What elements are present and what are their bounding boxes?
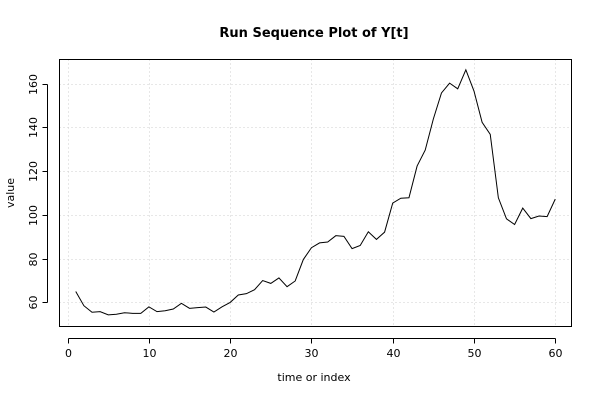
- x-tick-label: 0: [65, 347, 72, 360]
- y-tick-label: 60: [27, 296, 40, 310]
- y-tick-label: 100: [27, 205, 40, 226]
- y-tick-label: 80: [27, 253, 40, 267]
- x-tick-label: 30: [305, 347, 319, 360]
- chart-title: Run Sequence Plot of Y[t]: [219, 26, 408, 41]
- x-axis: 0 10 20 30 40 50 60: [65, 338, 563, 360]
- x-tick-label: 60: [549, 347, 563, 360]
- x-tick-label: 20: [224, 347, 238, 360]
- y-tick-label: 140: [27, 117, 40, 138]
- x-axis-label: time or index: [277, 371, 351, 384]
- y-tick-label: 120: [27, 161, 40, 182]
- series-line: [75, 68, 556, 316]
- y-tick-label: 160: [27, 74, 40, 95]
- grid: [59, 59, 572, 327]
- y-axis-label: value: [4, 178, 17, 208]
- plot-frame: [59, 59, 572, 327]
- y-axis: 60 80 100 120 140 160: [27, 74, 48, 310]
- x-tick-label: 10: [143, 347, 157, 360]
- x-tick-label: 50: [468, 347, 482, 360]
- x-tick-label: 40: [387, 347, 401, 360]
